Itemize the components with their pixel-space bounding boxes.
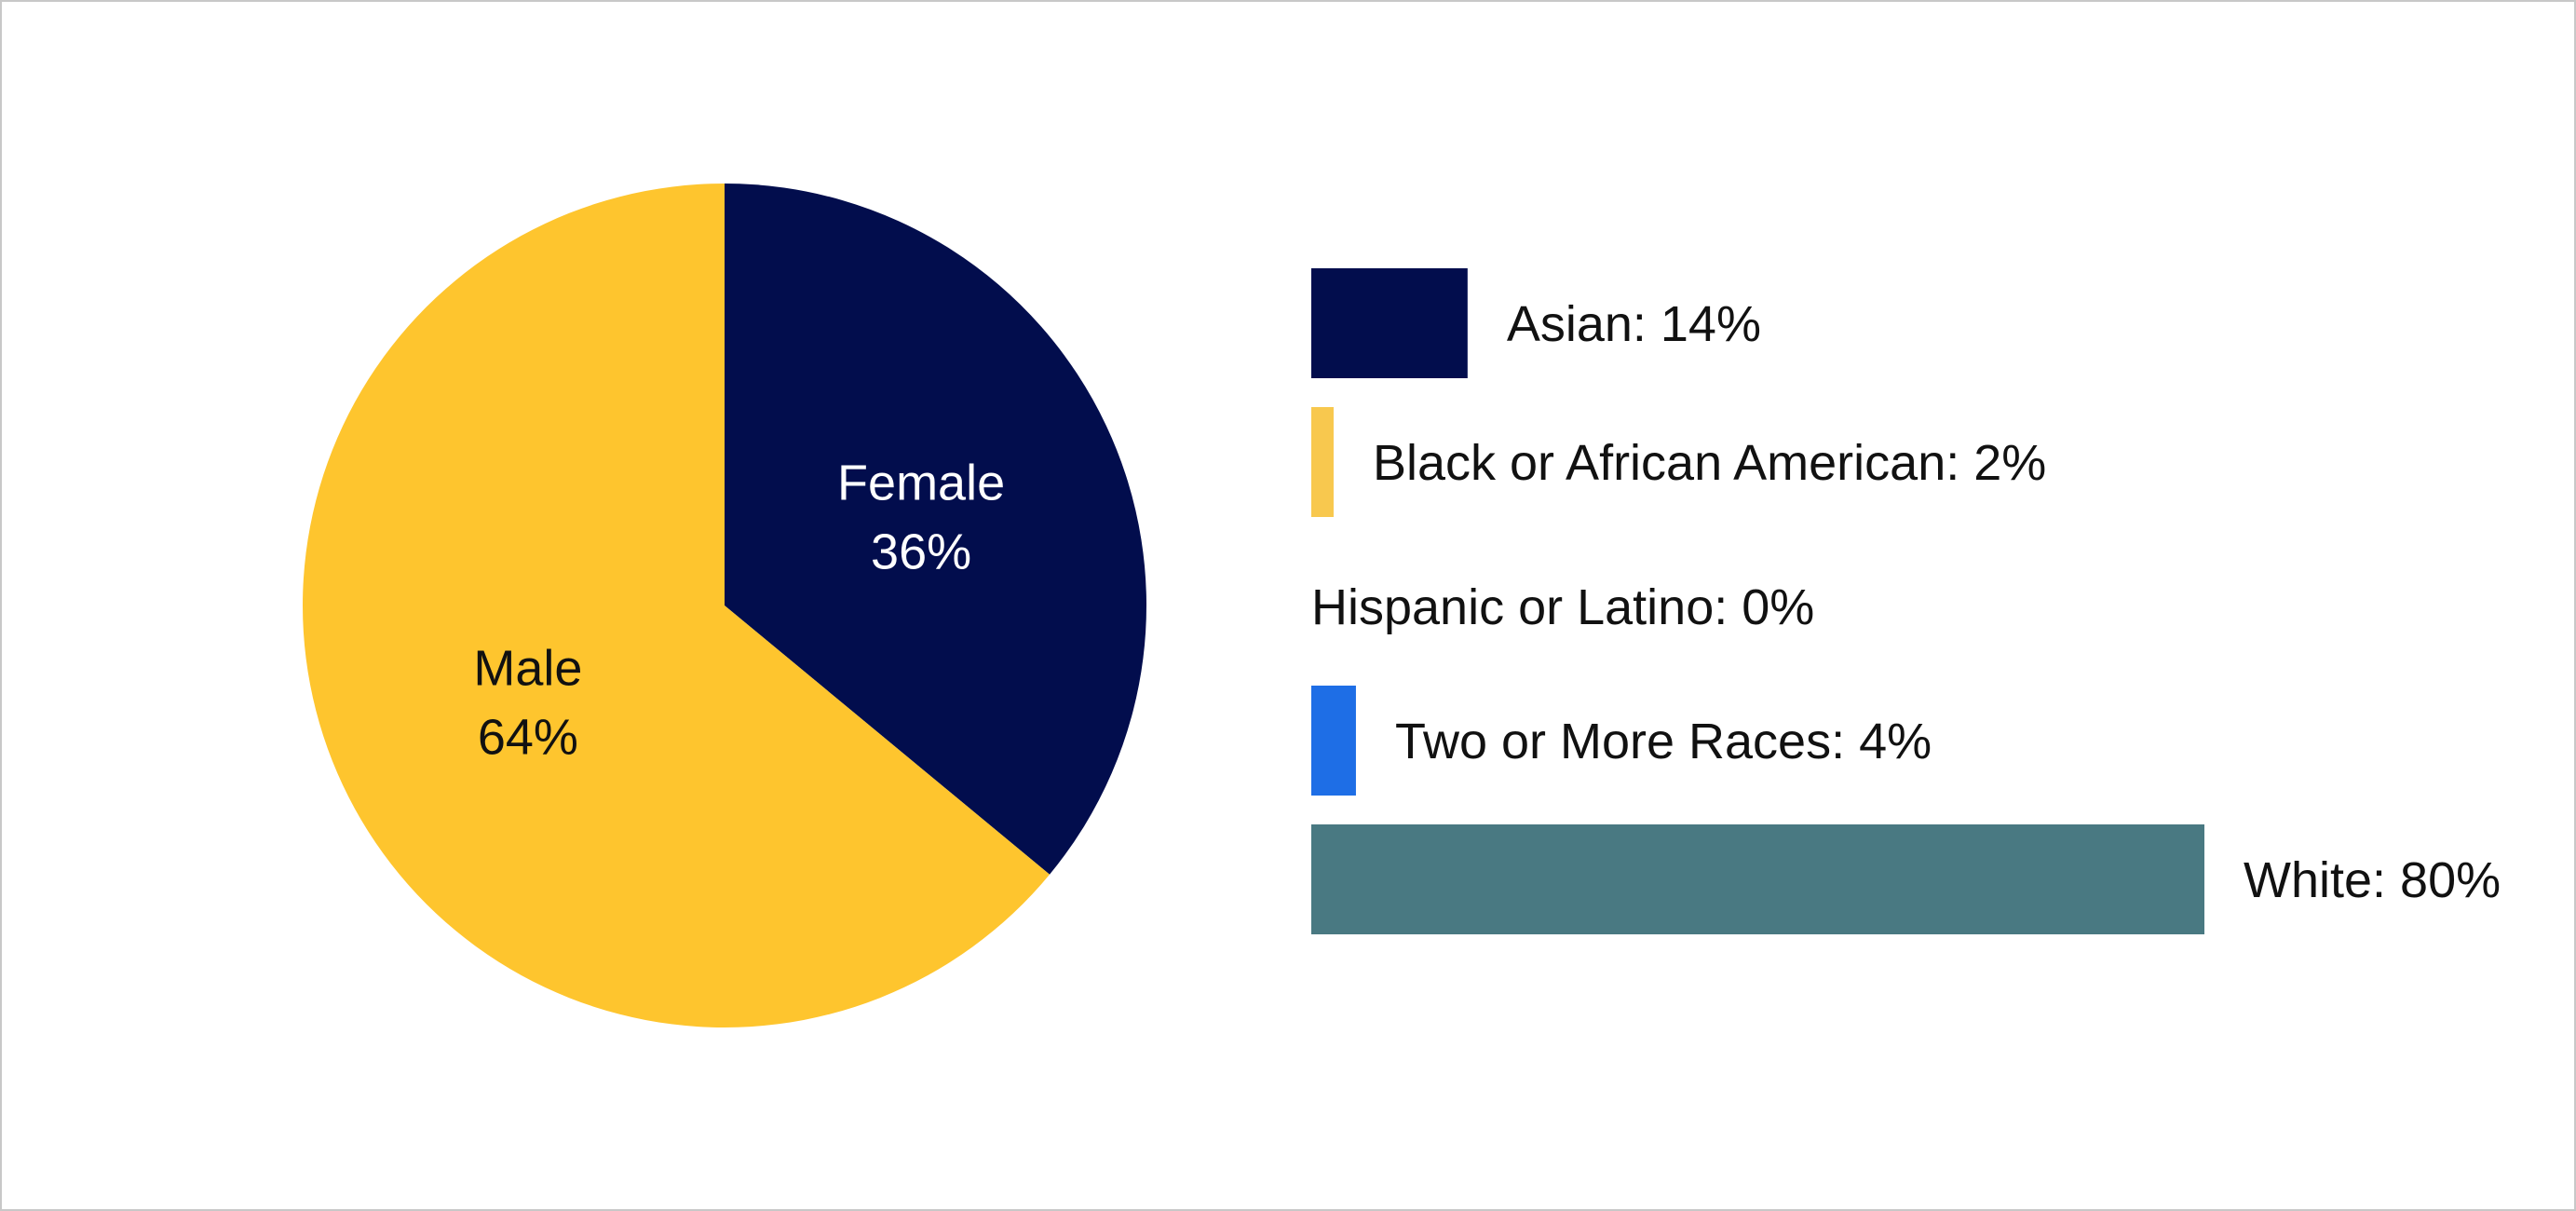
bar-asian — [1311, 268, 1468, 378]
bar-label-white: White: 80% — [2244, 852, 2501, 908]
bar-label-hispanic-or-latino: Hispanic or Latino: 0% — [1311, 579, 1814, 635]
bar-two-or-more-races — [1311, 686, 1356, 796]
pie-slice-male — [302, 184, 1051, 1027]
pie-value-male: 64% — [478, 709, 578, 765]
pie-value-female: 36% — [871, 524, 971, 580]
pie-label-female: Female — [837, 456, 1005, 511]
pie-label-male: Male — [473, 640, 582, 696]
bar-label-asian: Asian: 14% — [1507, 296, 1761, 352]
bar-black-or-african-american — [1311, 407, 1334, 517]
bar-white — [1311, 824, 2204, 934]
bar-label-two-or-more-races: Two or More Races: 4% — [1395, 714, 1932, 769]
pie-slice-female — [725, 184, 1146, 875]
bar-label-black-or-african-american: Black or African American: 2% — [1373, 435, 2046, 491]
